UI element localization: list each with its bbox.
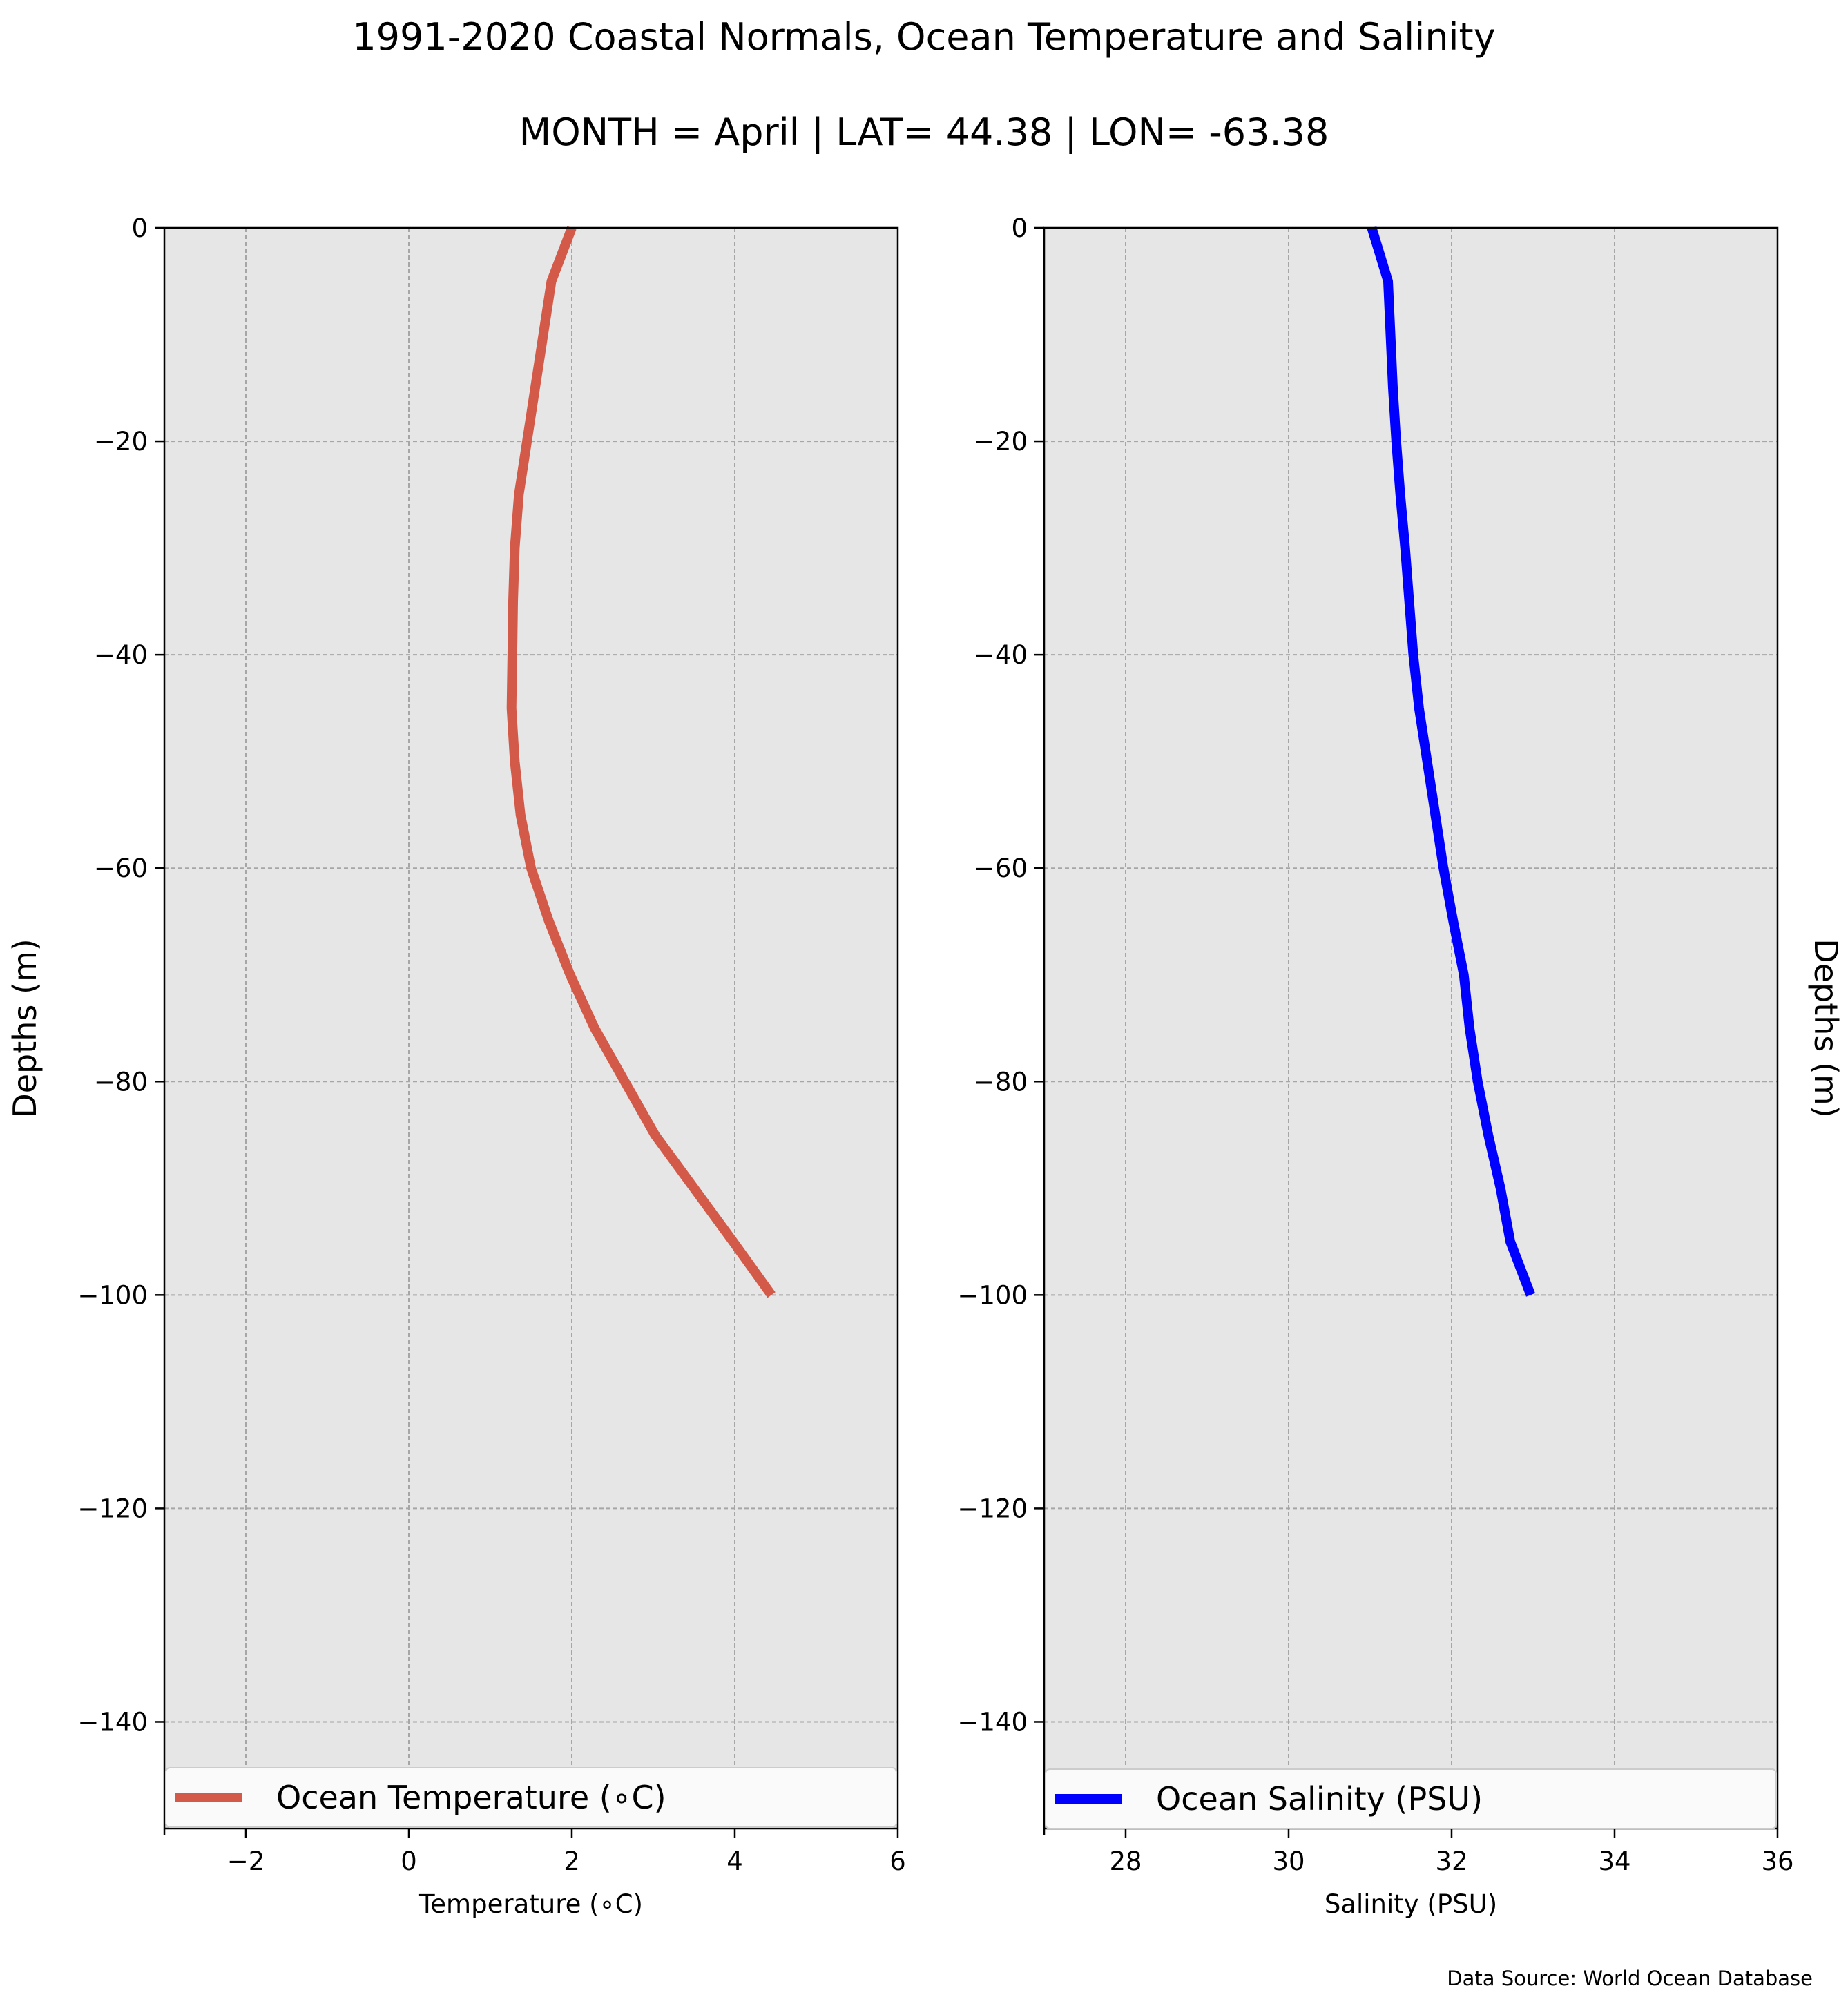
salinity-y-tick-label: −40 — [974, 640, 1028, 670]
temperature-x-tick-label: 4 — [726, 1846, 743, 1876]
temperature-y-axis-label: Depths (m) — [6, 938, 44, 1117]
temperature-y-tick-label: −140 — [77, 1707, 148, 1737]
temperature-x-tick-label: 0 — [401, 1846, 417, 1876]
temperature-y-tick-label: −40 — [94, 640, 148, 670]
temperature-y-tick-label: −20 — [94, 427, 148, 456]
salinity-x-tick-label: 32 — [1435, 1846, 1467, 1876]
chart-subtitle: MONTH = April | LAT= 44.38 | LON= -63.38 — [519, 110, 1329, 154]
salinity-y-tick-label: −20 — [974, 427, 1028, 456]
data-source-note: Data Source: World Ocean Database — [1447, 1967, 1813, 1990]
temperature-legend: Ocean Temperature (∘C) — [166, 1768, 896, 1827]
temperature-x-axis-label: Temperature (∘C) — [418, 1889, 643, 1919]
salinity-x-tick-label: 30 — [1272, 1846, 1305, 1876]
temperature-x-tick-label: 6 — [889, 1846, 906, 1876]
salinity-legend-label: Ocean Salinity (PSU) — [1156, 1780, 1483, 1817]
temperature-y-tick-label: −100 — [77, 1280, 148, 1310]
salinity-plot-area — [1044, 228, 1778, 1829]
temperature-y-tick-label: −60 — [94, 853, 148, 883]
salinity-y-axis-label: Depths (m) — [1807, 938, 1845, 1117]
salinity-y-tick-label: −80 — [974, 1067, 1028, 1097]
chart-title: 1991-2020 Coastal Normals, Ocean Tempera… — [352, 15, 1495, 59]
temperature-x-tick-label: −2 — [227, 1846, 265, 1876]
salinity-x-tick-label: 36 — [1761, 1846, 1793, 1876]
temperature-legend-label: Ocean Temperature (∘C) — [276, 1779, 666, 1816]
salinity-y-tick-label: −120 — [957, 1494, 1028, 1523]
temperature-y-tick-label: −80 — [94, 1067, 148, 1097]
temperature-plot-area — [164, 228, 898, 1829]
salinity-y-tick-label: 0 — [1011, 213, 1028, 243]
salinity-x-tick-label: 34 — [1598, 1846, 1630, 1876]
salinity-x-tick-label: 28 — [1109, 1846, 1142, 1876]
temperature-y-tick-label: −120 — [77, 1494, 148, 1523]
temperature-x-tick-label: 2 — [564, 1846, 580, 1876]
salinity-y-tick-label: −60 — [974, 853, 1028, 883]
temperature-y-tick-label: 0 — [131, 213, 148, 243]
salinity-panel: 28 30 32 34 36 0 −20 −40 −60 −80 −100 −120 −140 Salin… — [957, 213, 1845, 1919]
salinity-y-tick-label: −100 — [957, 1280, 1028, 1310]
salinity-legend: Ocean Salinity (PSU) — [1046, 1769, 1776, 1829]
salinity-y-tick-label: −140 — [957, 1707, 1028, 1737]
salinity-x-axis-label: Salinity (PSU) — [1325, 1889, 1497, 1919]
